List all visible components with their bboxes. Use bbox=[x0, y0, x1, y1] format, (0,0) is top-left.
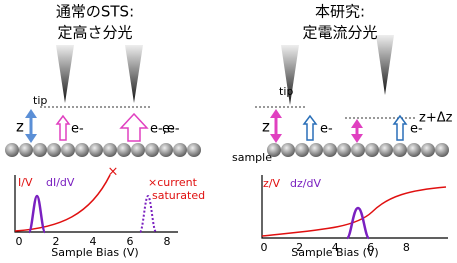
legend: z/V bbox=[263, 177, 280, 190]
atom bbox=[173, 143, 187, 157]
atom bbox=[33, 143, 47, 157]
atom bbox=[435, 143, 449, 157]
x-tick-label: 0 bbox=[261, 241, 268, 254]
layout bbox=[5, 35, 449, 238]
title: 通常のSTS: bbox=[56, 3, 134, 21]
label: z bbox=[16, 118, 24, 136]
atom bbox=[117, 143, 131, 157]
tip bbox=[376, 35, 394, 95]
arrow-head bbox=[351, 119, 363, 128]
didv-peak bbox=[29, 196, 45, 232]
x-tick-label: 6 bbox=[367, 241, 374, 254]
diagram: 通常のSTS: 定高さ分光 tip e- z e- e-,e- I/V dI/d… bbox=[0, 0, 457, 263]
arrow-head bbox=[351, 134, 363, 143]
atom bbox=[421, 143, 435, 157]
atom bbox=[379, 143, 393, 157]
label: z+Δz bbox=[419, 111, 453, 126]
note: ×current bbox=[148, 176, 198, 189]
electron-arrow bbox=[121, 114, 147, 141]
arrow-head bbox=[25, 134, 37, 143]
label: e- bbox=[71, 122, 84, 137]
label: tip bbox=[279, 85, 293, 98]
legend: dz/dV bbox=[290, 177, 321, 190]
x-tick-label: 4 bbox=[332, 241, 339, 254]
x-tick-label: 4 bbox=[90, 235, 97, 248]
arrow-head bbox=[25, 109, 37, 118]
atom bbox=[295, 143, 309, 157]
atom bbox=[131, 143, 145, 157]
arrow-head bbox=[270, 134, 282, 143]
atom bbox=[89, 143, 103, 157]
arrow-head bbox=[270, 109, 282, 118]
atom bbox=[5, 143, 19, 157]
title: 定高さ分光 bbox=[57, 24, 132, 42]
label: e- bbox=[320, 122, 333, 137]
label: e-,e- bbox=[150, 122, 180, 137]
x-tick-label: 8 bbox=[164, 235, 171, 248]
atom bbox=[103, 143, 117, 157]
atom bbox=[281, 143, 295, 157]
x-tick-label: 6 bbox=[127, 235, 134, 248]
title: 定電流分光 bbox=[302, 24, 377, 42]
tip bbox=[56, 45, 74, 103]
x-tick-label: 0 bbox=[16, 235, 23, 248]
atom bbox=[337, 143, 351, 157]
atom bbox=[47, 143, 61, 157]
note: saturated bbox=[152, 189, 205, 202]
atom bbox=[323, 143, 337, 157]
x-tick-label: 2 bbox=[53, 235, 60, 248]
atom bbox=[145, 143, 159, 157]
atom bbox=[407, 143, 421, 157]
electron-arrow bbox=[304, 116, 316, 140]
atom bbox=[365, 143, 379, 157]
atom bbox=[187, 143, 201, 157]
label: sample bbox=[232, 151, 272, 164]
atom bbox=[351, 143, 365, 157]
title: 本研究: bbox=[315, 3, 365, 21]
label: e- bbox=[410, 122, 423, 137]
x-tick-label: 2 bbox=[296, 241, 303, 254]
marker: × bbox=[108, 165, 119, 180]
atom bbox=[61, 143, 75, 157]
atom bbox=[75, 143, 89, 157]
label: tip bbox=[33, 94, 47, 107]
electron-arrow bbox=[57, 116, 69, 140]
x-tick-label: 8 bbox=[403, 241, 410, 254]
atom bbox=[159, 143, 173, 157]
legend: dI/dV bbox=[46, 176, 75, 189]
electron-arrow bbox=[394, 116, 406, 140]
label: z bbox=[262, 118, 270, 136]
atom bbox=[393, 143, 407, 157]
legend: I/V bbox=[18, 176, 33, 189]
tip bbox=[125, 45, 143, 103]
atom bbox=[19, 143, 33, 157]
atom bbox=[309, 143, 323, 157]
